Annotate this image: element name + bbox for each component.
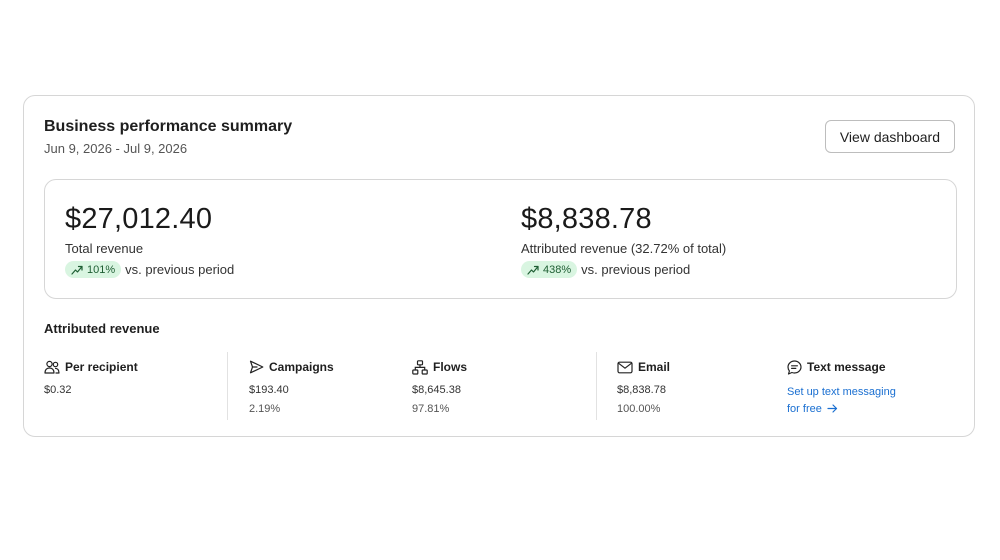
metric-divider — [227, 352, 228, 420]
text-message-label: Text message — [807, 360, 886, 374]
metric-divider — [596, 352, 597, 420]
send-icon — [249, 360, 264, 374]
total-revenue-change: 101% vs. previous period — [65, 261, 234, 278]
campaigns-value: $193.40 — [249, 384, 289, 396]
total-revenue-stat: $27,012.40 Total revenue 101% vs. previo… — [65, 202, 234, 278]
people-icon — [44, 360, 60, 374]
trend-up-icon — [71, 265, 83, 275]
campaigns-label: Campaigns — [269, 360, 334, 374]
attributed-revenue-section-title: Attributed revenue — [44, 321, 160, 336]
flow-icon — [412, 359, 428, 375]
view-dashboard-button[interactable]: View dashboard — [824, 120, 955, 153]
flows-label: Flows — [433, 360, 468, 374]
attributed-revenue-comparison: vs. previous period — [581, 262, 691, 277]
total-revenue-comparison: vs. previous period — [125, 262, 235, 277]
email-value: $8,838.78 — [617, 384, 666, 396]
flows-metric: Flows $8,645.38 97.81% — [412, 359, 467, 415]
chat-bubble-icon — [787, 359, 802, 375]
total-revenue-value: $27,012.40 — [65, 203, 213, 235]
total-revenue-change-badge: 101% — [65, 261, 122, 278]
attributed-revenue-stat: $8,838.78 Attributed revenue (32.72% of … — [521, 202, 726, 278]
text-message-header: Text message — [787, 359, 907, 375]
revenue-summary-box: $27,012.40 Total revenue 101% vs. previo… — [44, 179, 957, 299]
attributed-revenue-label: Attributed revenue (32.72% of total) — [521, 241, 727, 256]
arrow-right-icon[interactable] — [827, 404, 838, 413]
attributed-revenue-value: $8,838.78 — [521, 203, 652, 235]
setup-text-messaging-link-text[interactable]: Set up text messaging for free — [787, 386, 896, 415]
attributed-revenue-change-value: 438% — [543, 263, 572, 276]
email-header: Email — [617, 359, 670, 375]
business-performance-card: Business performance summary Jun 9, 2026… — [23, 95, 975, 437]
per-recipient-metric: Per recipient $0.32 — [44, 359, 138, 396]
envelope-icon — [617, 361, 633, 373]
flows-value: $8,645.38 — [412, 384, 461, 396]
total-revenue-label: Total revenue — [65, 241, 144, 256]
attributed-revenue-change-badge: 438% — [521, 261, 578, 278]
flows-header: Flows — [412, 359, 467, 375]
flows-percent: 97.81% — [412, 403, 450, 415]
email-percent: 100.00% — [617, 403, 661, 415]
per-recipient-label: Per recipient — [65, 360, 138, 374]
per-recipient-header: Per recipient — [44, 359, 138, 375]
text-message-metric: Text message Set up text messaging for f… — [787, 359, 907, 418]
card-title: Business performance summary — [44, 118, 293, 135]
date-range: Jun 9, 2026 - Jul 9, 2026 — [44, 141, 188, 156]
attributed-revenue-change: 438% vs. previous period — [521, 261, 726, 278]
email-label: Email — [638, 360, 671, 374]
total-revenue-change-value: 101% — [87, 263, 116, 276]
email-metric: Email $8,838.78 100.00% — [617, 359, 670, 415]
setup-text-messaging-link[interactable]: Set up text messaging for free — [787, 384, 907, 418]
campaigns-metric: Campaigns $193.40 2.19% — [249, 359, 334, 415]
trend-up-icon — [527, 265, 539, 275]
per-recipient-value: $0.32 — [44, 384, 72, 396]
campaigns-header: Campaigns — [249, 359, 334, 375]
campaigns-percent: 2.19% — [249, 403, 281, 415]
